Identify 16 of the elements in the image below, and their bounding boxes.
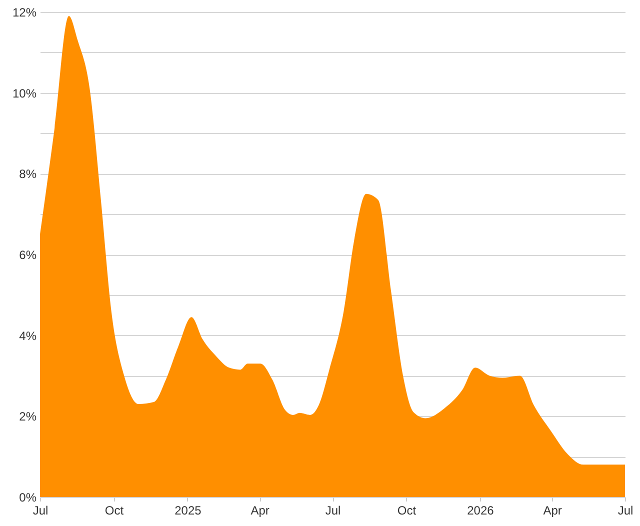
y-tick-label: 10% (12, 86, 37, 100)
y-tick-label: 12% (12, 6, 37, 20)
x-tick-label: Jul (32, 504, 48, 518)
y-tick-label: 8% (19, 167, 37, 182)
x-tick-label: 2026 (467, 504, 494, 518)
y-tick-label: 4% (19, 328, 37, 343)
x-tick-label: Apr (543, 504, 562, 518)
y-tick-label: 0% (19, 490, 37, 504)
x-tick-label: Oct (104, 504, 124, 518)
x-tick-label: Jul (325, 504, 341, 518)
x-tick-label: Apr (250, 504, 270, 518)
x-tick-label: Oct (397, 504, 417, 518)
x-tick-label: Jul (618, 504, 634, 518)
x-tick-label: 2025 (174, 504, 202, 518)
y-tick-label: 2% (19, 410, 37, 424)
y-tick-label: 6% (19, 248, 37, 262)
